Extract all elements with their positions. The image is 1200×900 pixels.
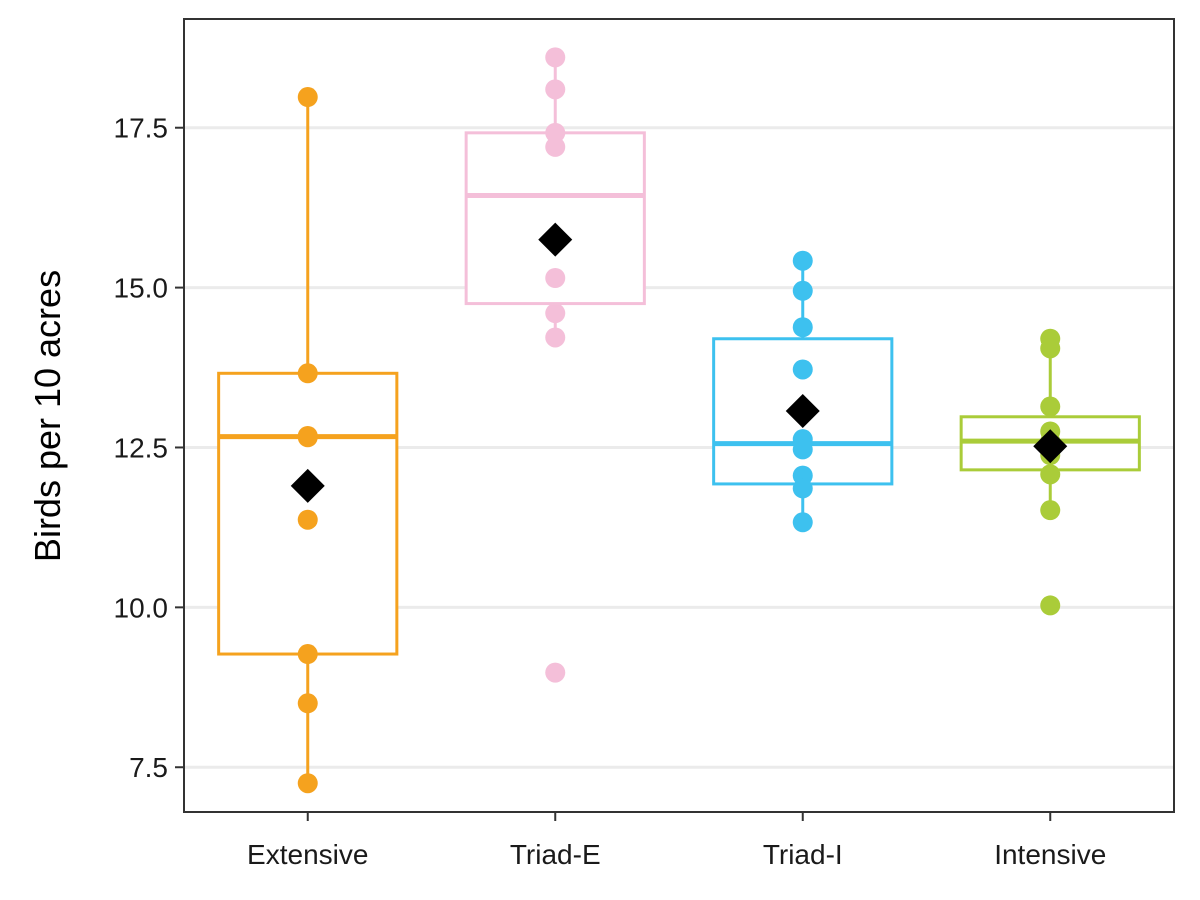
mean-markers [290,222,1068,503]
data-point [545,47,566,68]
data-point [545,268,566,289]
plot-panel-border [183,18,1175,813]
y-tick-label: 10.0 [114,592,169,623]
data-point [297,644,318,665]
data-point [1040,338,1061,359]
x-tick-label: Triad-E [510,839,601,870]
y-axis: 7.5 10.0 12.5 15.0 17.5 [114,113,184,783]
data-point [792,439,813,460]
data-point [297,427,318,448]
data-points [297,47,1061,794]
data-point [1040,464,1061,485]
mean-marker [1033,429,1068,464]
data-point [545,122,566,143]
data-point [545,79,566,100]
y-tick-label: 7.5 [129,752,168,783]
x-tick-label: Extensive [247,839,368,870]
y-tick-label: 15.0 [114,273,169,304]
mean-marker [785,394,820,429]
data-point [297,773,318,794]
data-point [545,327,566,348]
data-point [1040,396,1061,417]
boxes [217,57,1141,784]
y-axis-title: Birds per 10 acres [27,270,68,562]
data-point [792,478,813,499]
x-axis: Extensive Triad-E Triad-I Intensive [247,812,1106,870]
data-point [297,87,318,108]
data-point [792,250,813,271]
mean-marker [538,222,573,257]
data-point [297,509,318,530]
data-point [297,363,318,384]
data-point [792,280,813,301]
x-tick-label: Triad-I [763,839,843,870]
data-point [297,693,318,714]
data-point [1040,595,1061,616]
data-point [545,303,566,324]
y-tick-label: 17.5 [114,113,169,144]
data-point [545,136,566,157]
mean-marker [290,468,325,503]
data-point [792,512,813,533]
data-point [545,662,566,683]
data-point [792,359,813,380]
data-point [792,317,813,338]
y-tick-label: 12.5 [114,432,169,463]
x-tick-label: Intensive [994,839,1106,870]
data-point [1040,500,1061,521]
